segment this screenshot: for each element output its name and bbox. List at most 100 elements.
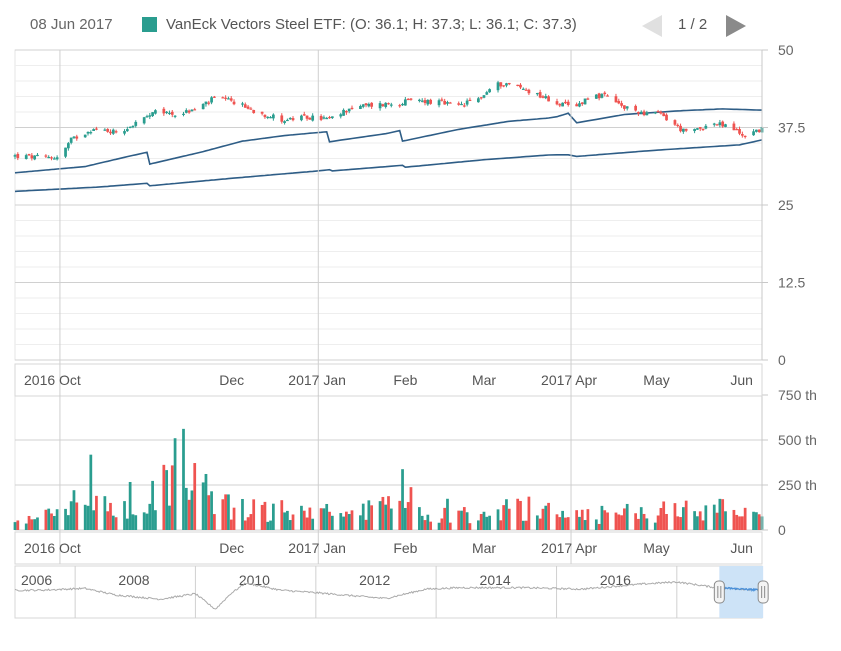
volume-bar — [502, 505, 506, 530]
candle-body — [755, 129, 758, 132]
lower-band-line — [14, 139, 763, 193]
volume-bar — [676, 516, 680, 530]
volume-bar — [134, 515, 138, 530]
candle-body — [653, 112, 657, 114]
volume-bar — [401, 469, 404, 530]
candle-body — [241, 103, 244, 105]
candle-body — [558, 104, 562, 106]
candle-body — [92, 129, 96, 131]
volume-bar — [462, 507, 466, 530]
volume-bar — [665, 513, 668, 530]
volume-bar — [721, 499, 725, 530]
date-axis-label: Mar — [472, 372, 496, 388]
volume-bar — [420, 515, 424, 530]
candle-body — [27, 154, 31, 156]
volume-bar — [448, 522, 452, 530]
volume-bar — [109, 502, 112, 530]
candle-body — [406, 98, 410, 101]
candle-body — [86, 131, 90, 134]
volume-bar — [443, 507, 447, 530]
candle-body — [263, 114, 267, 118]
volume-bar — [712, 504, 716, 530]
volume-bar — [288, 520, 292, 530]
volume-bar — [606, 512, 609, 530]
price-candles — [13, 80, 764, 161]
candle-body — [319, 115, 323, 120]
candle-body — [227, 98, 230, 100]
candle-body — [684, 128, 688, 131]
candle-body — [600, 94, 604, 98]
candle-body — [347, 108, 351, 112]
volume-bar — [241, 498, 244, 530]
candle-body — [359, 105, 362, 109]
volume-bar — [637, 518, 640, 530]
volume-bar — [106, 511, 110, 530]
triangle-left-icon[interactable] — [640, 13, 666, 39]
candle-body — [696, 128, 699, 130]
navigator-right-handle[interactable] — [757, 580, 769, 604]
candle-body — [575, 104, 579, 107]
triangle-right-icon[interactable] — [722, 13, 748, 39]
candle-body — [460, 103, 463, 106]
navigator-year-label: 2012 — [359, 572, 390, 588]
volume-bar — [328, 511, 331, 530]
candle-body — [564, 101, 567, 104]
candle-body — [578, 103, 581, 107]
candle-body — [440, 99, 444, 101]
candle-body — [168, 112, 171, 115]
volume-bar — [350, 510, 354, 530]
volume-bar — [308, 507, 312, 530]
candle-body — [271, 114, 275, 119]
candle-body — [142, 117, 146, 124]
candle-body — [154, 110, 157, 114]
candle-body — [328, 117, 331, 119]
price-axis-label: 12.5 — [778, 275, 805, 291]
volume-bar — [173, 438, 177, 530]
candle-body — [623, 105, 626, 109]
date-axis-label: 2017 Apr — [541, 372, 597, 388]
volume-bar — [521, 520, 525, 530]
volume-bar — [679, 517, 682, 530]
date-axis-label: 2016 Oct — [24, 372, 81, 388]
volume-bar — [89, 454, 93, 530]
candle-body — [519, 84, 522, 88]
candle-body — [516, 84, 520, 86]
volume-bar — [361, 503, 365, 530]
volume-bar — [642, 513, 646, 530]
price-date-axis: 2016 Oct Dec 2017 Jan Feb Mar 2017 Apr May Jun — [14, 50, 763, 397]
volume-bar — [154, 510, 157, 530]
candle-body — [738, 129, 741, 134]
candle-body — [637, 111, 640, 114]
navigator-year-label: 2014 — [480, 572, 511, 588]
volume-bar — [738, 516, 741, 530]
candle-body — [260, 111, 264, 114]
volume-bar — [44, 509, 48, 530]
volume-bar — [446, 498, 449, 530]
candle-body — [370, 102, 374, 107]
range-navigator[interactable]: 2006 2008 2010 2012 2014 2016 — [14, 565, 769, 619]
volume-bar — [639, 507, 643, 530]
volume-bar — [269, 520, 272, 530]
volume-bar — [673, 503, 677, 530]
volume-bar — [437, 522, 441, 530]
volume-bar — [566, 517, 570, 530]
candle-body — [145, 116, 149, 118]
legend-series-values: VanEck Vectors Steel ETF: (O: 36.1; H: 3… — [166, 16, 577, 33]
candle-body — [131, 125, 135, 128]
volume-bar — [603, 510, 607, 530]
navigator-left-handle[interactable] — [713, 580, 725, 604]
volume-bar — [476, 520, 480, 530]
volume-bar — [24, 523, 28, 530]
volume-bar — [168, 505, 171, 530]
candle-body — [499, 82, 503, 87]
candle-body — [173, 115, 177, 117]
volume-bar — [325, 503, 329, 530]
volume-bar — [564, 517, 567, 530]
candle-body — [109, 131, 112, 134]
candle-body — [288, 118, 292, 120]
volume-bar — [457, 510, 461, 530]
volume-bar — [66, 515, 70, 530]
candle-body — [342, 109, 345, 116]
candle-body — [47, 156, 51, 159]
